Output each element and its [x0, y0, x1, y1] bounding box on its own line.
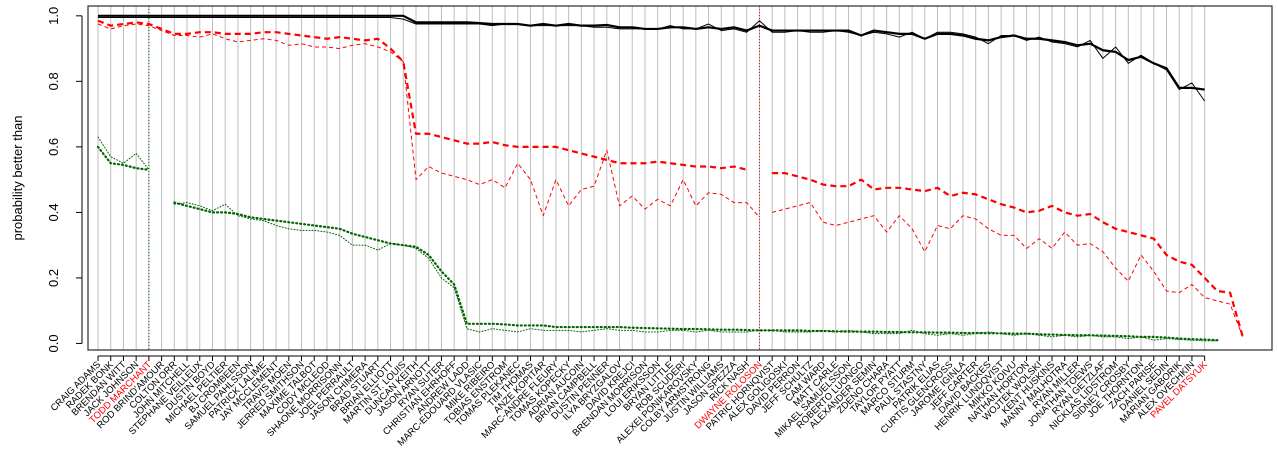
- series-group: [96, 14, 1244, 342]
- y-tick-label: 0.0: [46, 334, 61, 352]
- series-line-dashed-thick: [97, 19, 747, 171]
- grid-lines: [97, 6, 1206, 350]
- y-tick-label: 0.2: [46, 269, 61, 287]
- series-line-dotted-thin: [97, 136, 150, 171]
- series-line-dashed-thin: [772, 202, 1244, 338]
- series-line-solid-thick: [98, 14, 1205, 91]
- y-tick-label: 0.4: [46, 203, 61, 221]
- series-line-solid-thin: [98, 16, 1206, 102]
- y-axis: 0.0 0.2 0.4 0.6 0.8 1.0: [46, 7, 83, 352]
- series-line-dashed-thin: [97, 23, 760, 218]
- plot-frame: [87, 5, 1273, 351]
- y-axis-label: probability better than: [10, 115, 25, 240]
- y-tick-label: 0.6: [46, 138, 61, 156]
- series-line-dotted-thick: [173, 201, 1219, 342]
- y-tick-label: 0.8: [46, 72, 61, 90]
- reference-lines: [148, 6, 760, 350]
- series-line-dashed-thick: [772, 171, 1244, 338]
- series-line-dotted-thick: [96, 145, 150, 171]
- y-tick-label: 1.0: [46, 7, 61, 25]
- series-line-dotted-thin: [173, 202, 1218, 342]
